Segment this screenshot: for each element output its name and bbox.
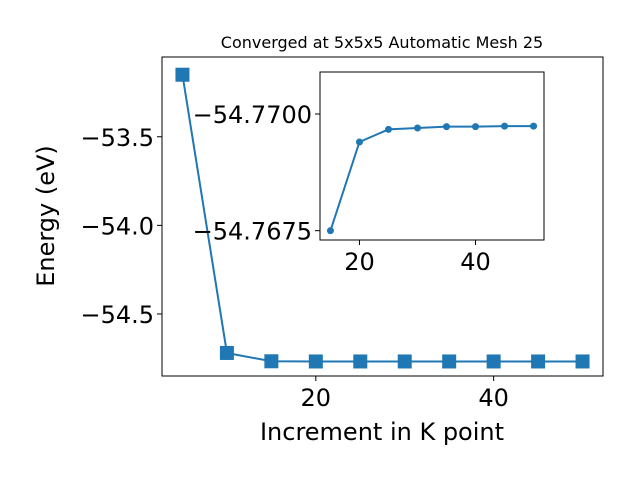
main-plot-area: 20 40 −53.5 −54.0 −54.5: [80, 56, 604, 412]
inset-frame: [319, 71, 545, 241]
inset-data-point: [443, 123, 451, 131]
main-data-point: [264, 354, 279, 369]
inset-data-point: [384, 125, 392, 133]
main-data-point: [486, 354, 501, 369]
main-data-point: [575, 354, 590, 369]
inset-x-tick-label: 40: [460, 248, 491, 276]
main-frame: [161, 56, 604, 377]
main-data-point: [353, 354, 368, 369]
inset-data-point: [413, 124, 421, 132]
inset-y-tick-label: −54.7700: [193, 101, 312, 129]
main-y-tick-label: −54.0: [80, 212, 154, 240]
inset-data-point: [530, 122, 538, 130]
main-y-tick-label: −53.5: [80, 124, 154, 152]
inset-data-point: [355, 138, 363, 146]
inset-data-point: [326, 227, 334, 235]
main-data-point: [397, 354, 412, 369]
inset-x-tick-label: 20: [344, 248, 375, 276]
main-data-point: [219, 345, 234, 360]
inset-data-point: [501, 122, 509, 130]
main-y-tick-label: −54.5: [80, 301, 154, 329]
x-axis-title: Increment in K point: [260, 418, 504, 446]
inset-y-tick-label: −54.7675: [193, 218, 312, 246]
main-data-point: [175, 67, 190, 82]
main-data-point: [308, 354, 323, 369]
inset-data-point: [472, 123, 480, 131]
inset-series-line: [329, 125, 534, 231]
main-x-tick-label: 40: [478, 384, 509, 412]
main-data-point: [442, 354, 457, 369]
main-data-point: [531, 354, 546, 369]
main-series-line: [181, 74, 583, 363]
inset-plot-area: 20 40 −54.7700 −54.7675: [193, 71, 545, 276]
y-axis-title: Energy (eV): [32, 145, 60, 287]
main-x-tick-label: 20: [301, 384, 332, 412]
chart-title: Converged at 5x5x5 Automatic Mesh 25: [221, 33, 543, 52]
